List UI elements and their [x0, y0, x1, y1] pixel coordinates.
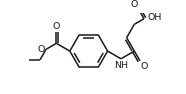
Text: O: O: [37, 45, 45, 54]
Text: NH: NH: [114, 61, 128, 70]
Text: O: O: [131, 0, 138, 8]
Text: O: O: [53, 22, 60, 31]
Text: O: O: [141, 62, 148, 71]
Text: OH: OH: [147, 13, 162, 22]
